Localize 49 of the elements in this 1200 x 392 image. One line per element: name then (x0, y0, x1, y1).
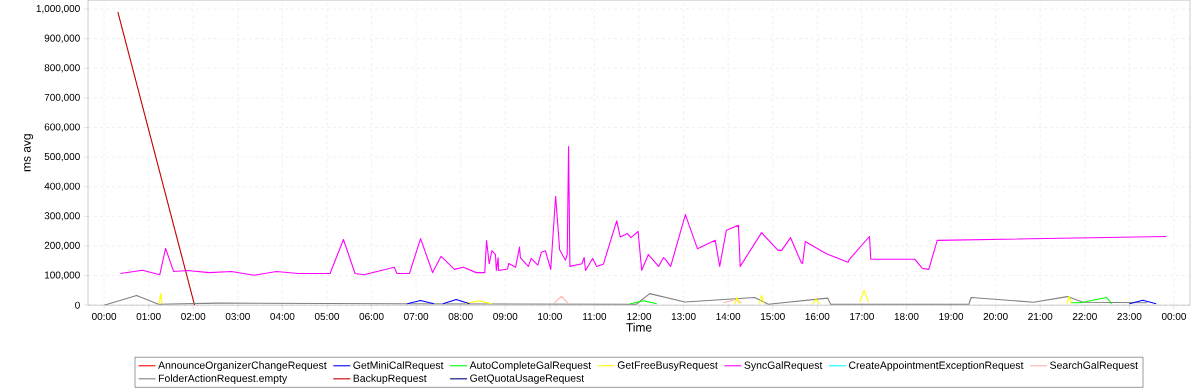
y-tick-label: 700,000 (44, 93, 80, 102)
y-tick-label: 800,000 (44, 64, 80, 73)
x-tick-label: 20:00 (983, 312, 1008, 320)
x-tick-label: 22:00 (1072, 312, 1097, 320)
x-tick-label: 10:00 (538, 312, 562, 320)
x-tick-label: 21:00 (1028, 312, 1053, 320)
x-tick-label: 08:00 (448, 312, 473, 320)
legend-label: GetQuotaUsageRequest (470, 374, 585, 384)
x-tick-label: 14:00 (716, 312, 741, 320)
legend-label: GetMiniCalRequest (353, 361, 444, 371)
x-tick-label: 00:00 (1161, 312, 1187, 320)
legend-label: AnnounceOrganizerChangeRequest (158, 361, 327, 371)
legend-label: CreateAppointmentExceptionRequest (849, 361, 1024, 371)
x-tick-label: 01:00 (136, 312, 161, 320)
x-tick-label: 17:00 (850, 312, 874, 320)
x-tick-label: 12:00 (627, 312, 652, 320)
x-tick-label: 05:00 (314, 312, 340, 320)
x-tick-label: 13:00 (671, 312, 696, 320)
line-series (120, 145, 1167, 276)
x-tick-label: 07:00 (404, 312, 429, 320)
x-tick-label: 11:00 (583, 312, 607, 320)
y-tick-label: 300,000 (44, 212, 80, 221)
y-axis-title: ms avg (24, 134, 34, 172)
legend-label: BackupRequest (353, 374, 427, 384)
y-tick-label: 500,000 (44, 152, 80, 162)
legend-label: SyncGalRequest (744, 361, 823, 371)
y-tick-label: 0 (75, 301, 80, 309)
y-tick-label: 100,000 (45, 271, 80, 280)
x-tick-label: 02:00 (181, 312, 206, 320)
y-tick-label: 600,000 (44, 123, 80, 132)
x-tick-label: 16:00 (805, 312, 830, 320)
y-tick-label: 900,000 (44, 34, 80, 43)
x-axis-title: Time (626, 322, 652, 332)
x-tick-label: 18:00 (894, 312, 919, 320)
x-tick-label: 19:00 (939, 312, 964, 320)
legend-label: SearchGalRequest (1050, 361, 1138, 371)
x-tick-label: 15:00 (761, 312, 785, 320)
legend-label: AutoCompleteGalRequest (469, 361, 592, 371)
y-tick-label: 400,000 (44, 182, 80, 191)
y-tick-label: 1,000,000 (36, 4, 80, 14)
y-tick-label: 200,000 (44, 241, 80, 250)
x-tick-label: 00:00 (91, 312, 117, 320)
legend-label: FolderActionRequest.empty (158, 374, 288, 384)
x-tick-label: 04:00 (270, 312, 295, 320)
x-tick-label: 06:00 (359, 312, 384, 320)
x-tick-label: 03:00 (225, 312, 250, 320)
x-tick-label: 09:00 (493, 312, 518, 320)
x-tick-label: 23:00 (1117, 312, 1142, 320)
legend-label: GetFreeBusyRequest (617, 361, 718, 371)
